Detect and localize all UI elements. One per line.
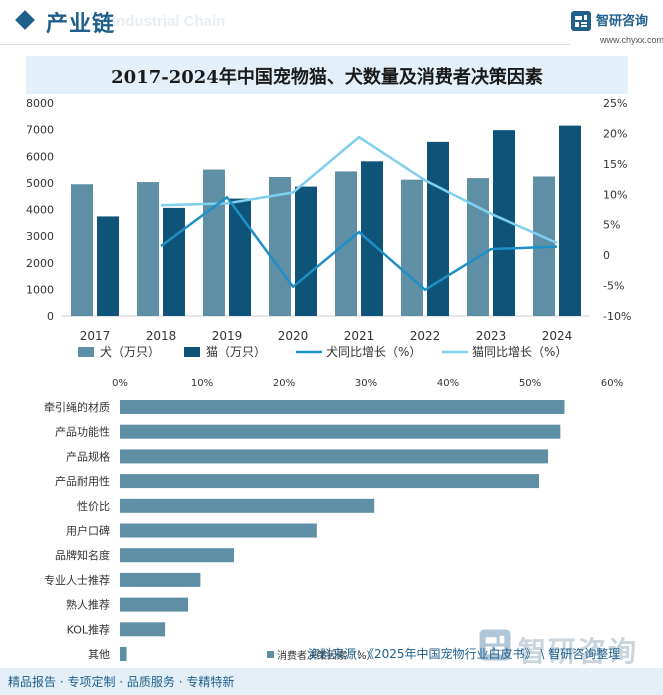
left-axis-tick-label: 0	[47, 310, 54, 323]
category-label: 其他	[88, 648, 110, 661]
cat-bar	[163, 207, 185, 316]
left-axis-tick-label: 4000	[26, 204, 54, 217]
cat-bar	[361, 161, 383, 316]
brand-name: 智研咨询	[596, 14, 649, 29]
cat-bar	[427, 141, 449, 316]
cat-bar	[493, 130, 515, 316]
factor-bar	[120, 400, 565, 414]
cat-bar	[295, 186, 317, 316]
category-label: 专业人士推荐	[44, 573, 110, 587]
x-axis-tick-label: 10%	[191, 378, 213, 389]
left-axis-tick-label: 5000	[26, 177, 54, 190]
chart-title-band: 2017-2024年中国宠物猫、犬数量及消费者决策因素	[26, 56, 628, 94]
footer-services: 精品报告 · 专项定制 · 品质服务 · 专精特新	[8, 675, 235, 689]
legend-label: 猫同比增长（%）	[472, 345, 567, 359]
watermark-brand-name: 智研咨询	[518, 635, 639, 668]
footer-bar: 精品报告 · 专项定制 · 品质服务 · 专精特新 资料来源：《2025年中国宠…	[0, 647, 663, 695]
factor-bar	[120, 498, 375, 513]
section-title: 产业链	[46, 12, 116, 37]
category-label: 产品耐用性	[55, 474, 110, 488]
section-subtitle-watermark: Industrial Chain	[112, 13, 226, 30]
legend-label: 犬（万只）	[100, 345, 160, 359]
dog-bar	[137, 182, 159, 316]
legend-swatch	[78, 347, 94, 357]
x-axis-tick-label: 2020	[278, 329, 309, 343]
chart-title: 2017-2024年中国宠物猫、犬数量及消费者决策因素	[111, 67, 543, 88]
x-axis-tick-label: 2023	[476, 329, 507, 343]
cat-growth-line	[160, 135, 558, 245]
x-axis-tick-label: 20%	[273, 378, 295, 389]
decision-factor-chart: 0% 10% 20% 30% 40% 50% 60% 牵引绳的材质产品功能性产品规格产品耐用性…	[44, 378, 623, 662]
x-axis-tick-label: 40%	[437, 378, 459, 389]
left-axis-tick-label: 1000	[26, 283, 54, 296]
x-axis-tick-label: 2024	[542, 329, 573, 343]
brand-url: www.chyxx.com	[600, 35, 663, 45]
left-axis-tick-label: 2000	[26, 257, 54, 270]
right-axis-tick-label: 15%	[603, 158, 627, 171]
category-label: 产品功能性	[55, 425, 110, 439]
x-axis-tick-label: 50%	[519, 378, 541, 389]
left-axis-tick-label: 7000	[26, 124, 54, 137]
x-axis-tick-label: 0%	[112, 378, 128, 389]
factor-bar	[120, 523, 317, 538]
left-axis-tick-label: 8000	[26, 97, 54, 110]
x-axis-tick-label: 2019	[212, 329, 243, 343]
factor-bar	[120, 449, 549, 464]
x-axis-tick-label: 2022	[410, 329, 441, 343]
cat-bar	[97, 216, 119, 316]
category-label: KOL推荐	[67, 622, 110, 636]
legend-swatch	[184, 347, 200, 357]
category-label: 性价比	[77, 499, 110, 513]
right-axis-tick-label: 25%	[603, 97, 627, 110]
factor-bar	[120, 597, 189, 612]
left-axis-tick-label: 6000	[26, 150, 54, 163]
x-axis-tick-label: 60%	[601, 378, 623, 389]
category-label: 用户口碑	[66, 524, 110, 538]
x-axis-tick-label: 30%	[355, 378, 377, 389]
factor-bar	[120, 622, 166, 637]
brand-logo-icon	[571, 11, 591, 31]
category-label: 牵引绳的材质	[44, 400, 110, 414]
legend-label: 犬同比增长（%）	[326, 345, 421, 359]
dog-bar	[401, 179, 423, 316]
dog-bar	[203, 169, 225, 316]
legend-label: 消费者决策因素（%）	[277, 649, 377, 662]
factor-bar	[120, 572, 201, 587]
cat-bar	[229, 198, 251, 316]
page-header: 产业链 Industrial Chain 智研咨询 www.chyxx.com	[0, 0, 663, 48]
factor-bar	[120, 647, 127, 661]
dog-growth-line	[160, 196, 558, 292]
pet-population-chart: 8000 7000 6000 5000 4000 3000 2000 1000 0 25% 20% 1…	[26, 97, 631, 359]
factor-bar	[120, 474, 540, 489]
category-label: 品牌知名度	[55, 548, 110, 562]
category-label: 熟人推荐	[66, 598, 110, 612]
x-axis-tick-label: 2018	[146, 329, 177, 343]
header-divider	[0, 44, 570, 45]
legend-swatch	[267, 651, 274, 658]
right-axis-tick-label: 10%	[603, 188, 627, 201]
dog-bar	[467, 178, 489, 316]
dog-bar	[71, 184, 93, 316]
factor-bar	[120, 548, 234, 563]
right-axis-tick-label: 0	[603, 249, 610, 262]
factor-bar	[120, 424, 561, 439]
x-axis-tick-label: 2021	[344, 329, 375, 343]
category-label: 产品规格	[66, 449, 110, 463]
right-axis-tick-label: -10%	[603, 310, 631, 323]
x-axis-tick-label: 2017	[80, 329, 111, 343]
right-axis-tick-label: -5%	[603, 280, 624, 293]
legend-label: 猫（万只）	[206, 345, 266, 359]
dog-bar	[269, 177, 291, 316]
footer-source: 资料来源：《2025年中国宠物行业白皮书》 \ 智研咨询整理	[308, 647, 621, 661]
watermark-logo-icon	[479, 629, 511, 661]
right-axis-tick-label: 20%	[603, 127, 627, 140]
left-axis-tick-label: 3000	[26, 230, 54, 243]
cat-bar	[559, 125, 581, 316]
right-axis-tick-label: 5%	[603, 219, 620, 232]
